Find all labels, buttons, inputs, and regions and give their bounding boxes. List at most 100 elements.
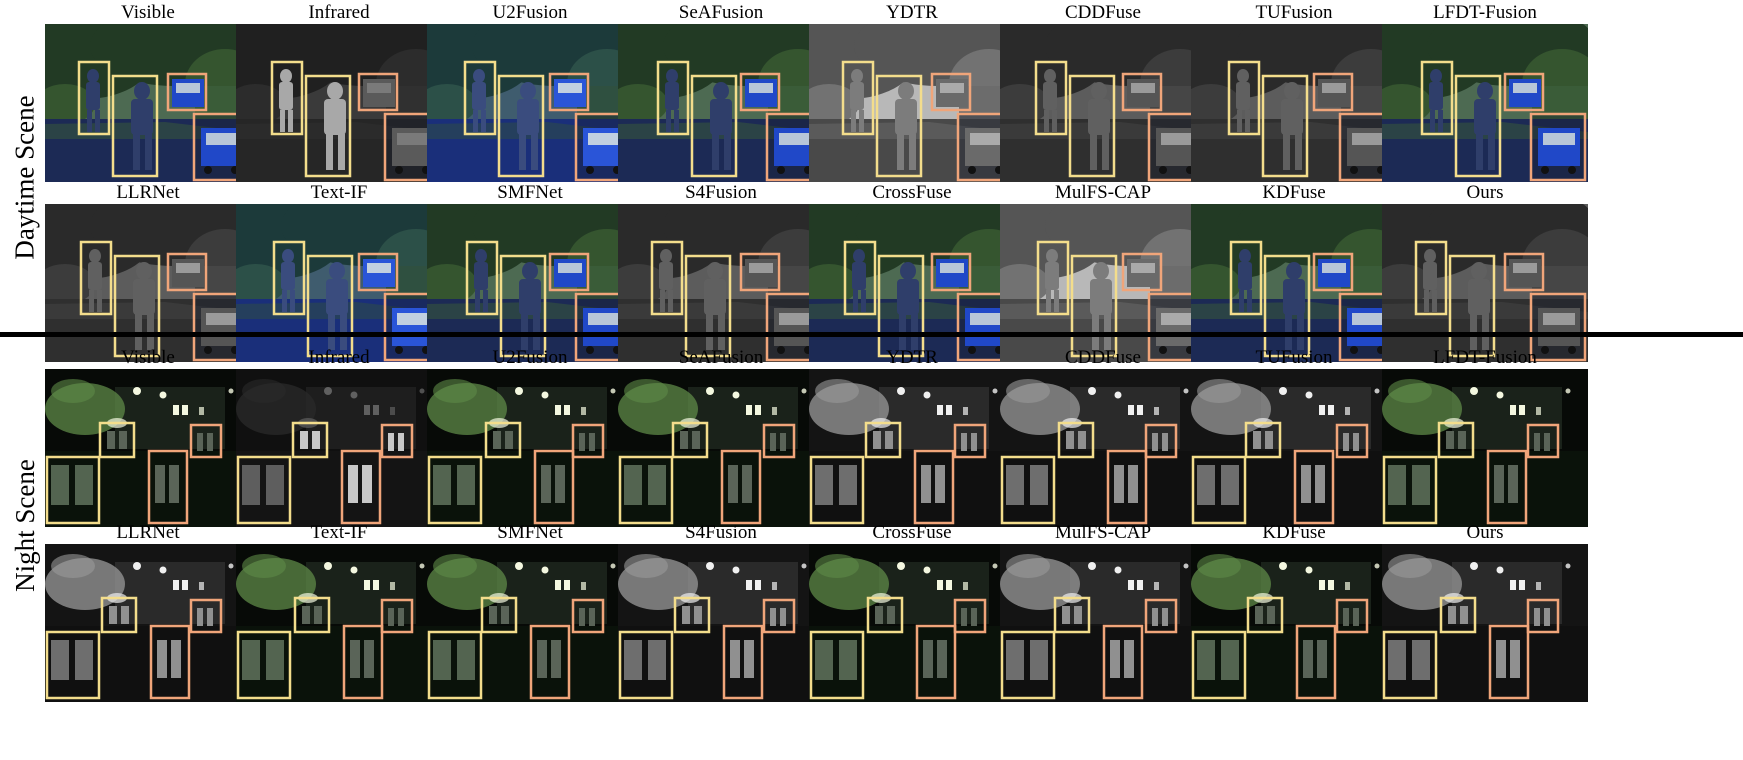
- result-image: [809, 204, 1015, 362]
- method-label: Text-IF: [310, 522, 368, 543]
- fusion-image: [618, 544, 824, 702]
- result-image: [618, 204, 824, 362]
- method-label: Text-IF: [310, 182, 368, 203]
- fusion-image: [427, 369, 633, 527]
- method-cell: KDFuse: [1191, 522, 1397, 702]
- result-image: [236, 204, 442, 362]
- method-cell: YDTR: [809, 347, 1015, 527]
- result-image: [236, 369, 442, 527]
- method-cell: Visible: [45, 347, 251, 527]
- result-image: [45, 369, 251, 527]
- method-cell: S4Fusion: [618, 522, 824, 702]
- method-label: MulFS-CAP: [1054, 522, 1152, 543]
- method-cell: U2Fusion: [427, 347, 633, 527]
- method-label: CDDFuse: [1064, 2, 1141, 23]
- result-image: [1191, 369, 1397, 527]
- method-label: Infrared: [308, 347, 370, 368]
- method-cell: SeAFusion: [618, 2, 824, 182]
- fusion-image: [1382, 544, 1588, 702]
- method-cell: SeAFusion: [618, 347, 824, 527]
- fusion-image: [618, 204, 824, 362]
- fusion-image: [1191, 544, 1397, 702]
- result-image: [236, 24, 442, 182]
- method-cell: LLRNet: [45, 522, 251, 702]
- method-cell: Infrared: [236, 347, 442, 527]
- method-cell: Infrared: [236, 2, 442, 182]
- fusion-image: [236, 24, 442, 182]
- method-label: S4Fusion: [685, 182, 757, 203]
- fusion-image: [427, 544, 633, 702]
- method-cell: MulFS-CAP: [1000, 182, 1206, 362]
- result-image: [618, 24, 824, 182]
- result-image: [427, 24, 633, 182]
- result-image: [1000, 544, 1206, 702]
- result-image: [809, 369, 1015, 527]
- method-cell: Visible: [45, 2, 251, 182]
- fusion-image: [809, 204, 1015, 362]
- method-label: SMFNet: [497, 182, 563, 203]
- method-label: KDFuse: [1262, 522, 1326, 543]
- method-label: Visible: [121, 2, 175, 23]
- result-image: [45, 24, 251, 182]
- result-image: [618, 369, 824, 527]
- method-label: S4Fusion: [685, 522, 757, 543]
- method-label: SeAFusion: [678, 2, 764, 23]
- method-label: Visible: [121, 347, 175, 368]
- scene-label-text: Night Scene: [9, 458, 40, 592]
- result-image: [45, 204, 251, 362]
- method-label: CDDFuse: [1064, 347, 1141, 368]
- fusion-image: [1000, 24, 1206, 182]
- fusion-image: [1382, 369, 1588, 527]
- result-image: [809, 544, 1015, 702]
- method-cell: LFDT-Fusion: [1382, 2, 1588, 182]
- method-cell: CDDFuse: [1000, 347, 1206, 527]
- method-label: YDTR: [886, 2, 938, 23]
- fusion-image: [45, 24, 251, 182]
- method-cell: MulFS-CAP: [1000, 522, 1206, 702]
- method-cell: CrossFuse: [809, 522, 1015, 702]
- method-label: Infrared: [308, 2, 370, 23]
- method-label: LFDT-Fusion: [1433, 2, 1537, 23]
- fusion-image: [1382, 204, 1588, 362]
- fusion-image: [236, 369, 442, 527]
- method-cell: U2Fusion: [427, 2, 633, 182]
- fusion-image: [427, 204, 633, 362]
- fusion-image: [1000, 369, 1206, 527]
- method-label: SeAFusion: [678, 347, 764, 368]
- method-label: SMFNet: [497, 522, 563, 543]
- result-image: [427, 204, 633, 362]
- fusion-image: [618, 24, 824, 182]
- result-image: [236, 544, 442, 702]
- method-cell: TUFusion: [1191, 2, 1397, 182]
- fusion-image: [809, 369, 1015, 527]
- result-image: [1191, 24, 1397, 182]
- fusion-image: [236, 544, 442, 702]
- method-label: TUFusion: [1255, 347, 1333, 368]
- result-image: [809, 24, 1015, 182]
- result-image: [45, 544, 251, 702]
- method-label: U2Fusion: [492, 2, 568, 23]
- method-label: KDFuse: [1262, 182, 1326, 203]
- method-cell: Ours: [1382, 522, 1588, 702]
- method-cell: LFDT-Fusion: [1382, 347, 1588, 527]
- method-label: MulFS-CAP: [1054, 182, 1152, 203]
- scene-label-text: Daytime Scene: [9, 95, 40, 260]
- method-cell: SMFNet: [427, 522, 633, 702]
- result-image: [427, 369, 633, 527]
- fusion-image: [1191, 24, 1397, 182]
- scene-divider: [0, 332, 1743, 337]
- fusion-image: [45, 544, 251, 702]
- fusion-image: [809, 24, 1015, 182]
- method-label: YDTR: [886, 347, 938, 368]
- fusion-image: [236, 204, 442, 362]
- fusion-image: [1382, 24, 1588, 182]
- method-cell: YDTR: [809, 2, 1015, 182]
- method-cell: CDDFuse: [1000, 2, 1206, 182]
- method-label: Ours: [1466, 522, 1504, 543]
- fusion-image: [45, 369, 251, 527]
- method-label: TUFusion: [1255, 2, 1333, 23]
- method-label: Ours: [1466, 182, 1504, 203]
- result-image: [1382, 204, 1588, 362]
- result-image: [1191, 544, 1397, 702]
- fusion-image: [1191, 369, 1397, 527]
